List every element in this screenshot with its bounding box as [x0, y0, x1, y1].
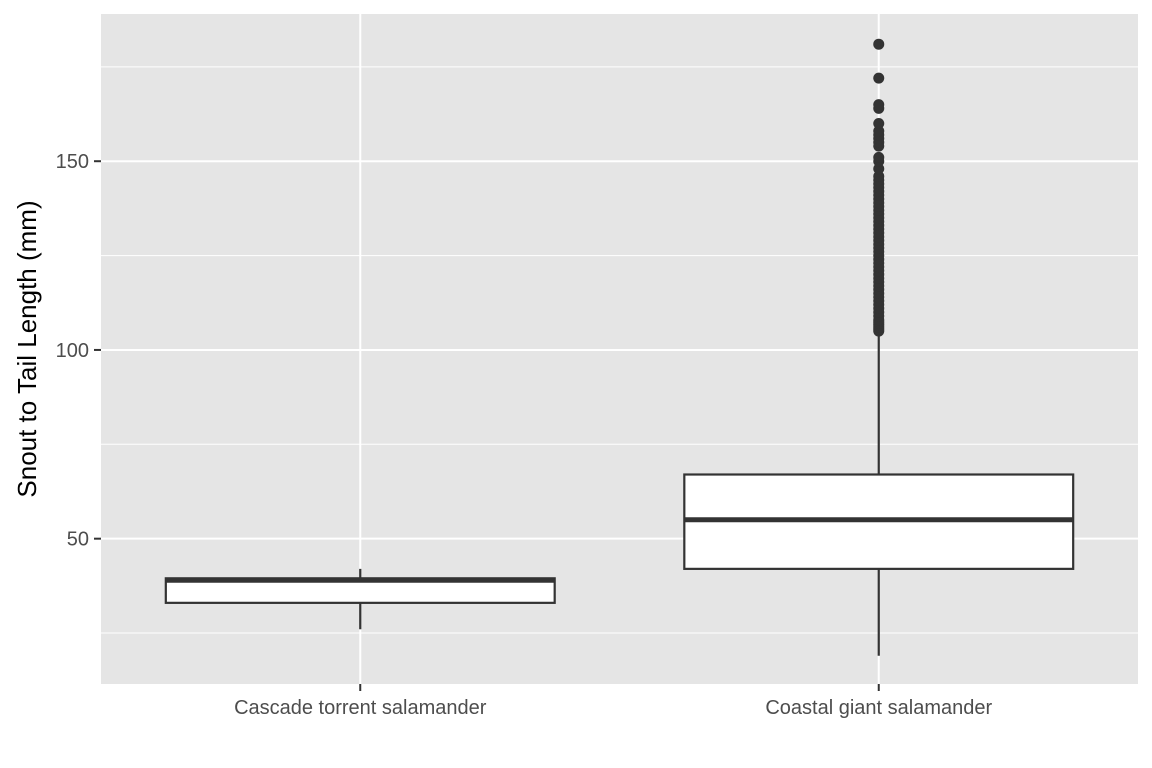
y-tick-label: 150 [56, 151, 89, 173]
box-group [164, 568, 556, 630]
y-tick-label: 50 [67, 529, 89, 551]
outlier-point [873, 117, 885, 129]
outlier-point [873, 125, 885, 137]
boxes [164, 38, 1075, 656]
y-axis-title: Snout to Tail Length (mm) [12, 200, 42, 497]
outlier-point [873, 38, 885, 50]
outlier-point [873, 163, 885, 175]
minor-gridlines [101, 66, 1138, 634]
outlier-point [873, 99, 885, 111]
y-axis: 50 100 150 [56, 151, 101, 551]
x-tick-label: Coastal giant salamander [765, 697, 992, 719]
outlier-point [873, 72, 885, 84]
y-tick-label: 100 [56, 340, 89, 362]
box-group [683, 38, 1075, 656]
outlier-point [873, 170, 885, 182]
outlier-point [873, 151, 885, 163]
x-tick-label: Cascade torrent salamander [234, 697, 487, 719]
x-axis: Cascade torrent salamander Coastal giant … [234, 684, 992, 719]
